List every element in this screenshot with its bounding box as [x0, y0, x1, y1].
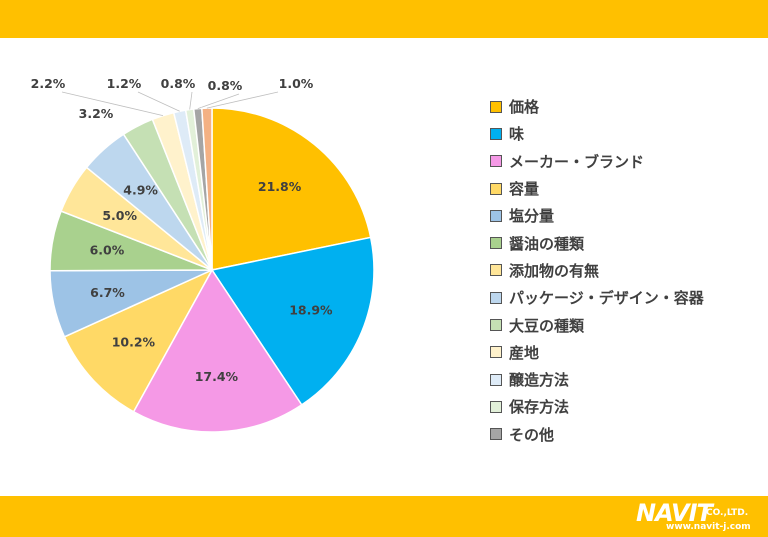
- logo-url: www.navit-j.com: [666, 522, 751, 532]
- legend-item: 醸造方法: [490, 366, 704, 393]
- pie-slice: [132, 268, 303, 433]
- pie-slice: [211, 107, 372, 271]
- legend-label: パッケージ・デザイン・容器: [509, 289, 704, 308]
- legend-swatch: [490, 291, 502, 304]
- slice-data-label: 6.7%: [90, 285, 125, 300]
- slice-data-label: 1.2%: [107, 76, 142, 91]
- legend-item: 大豆の種類: [490, 311, 704, 338]
- legend-item: パッケージ・デザイン・容器: [490, 284, 704, 311]
- legend-item: その他: [490, 421, 704, 448]
- legend-label: メーカー・ブランド: [509, 152, 645, 171]
- legend-item: 保存方法: [490, 393, 704, 420]
- legend-label: 容量: [509, 180, 540, 199]
- slice-data-label: 10.2%: [112, 335, 156, 350]
- leader-line: [206, 91, 279, 109]
- legend-swatch: [490, 264, 502, 277]
- pie-slice: [63, 268, 214, 413]
- legend-label: 塩分量: [509, 207, 555, 226]
- legend-swatch: [490, 319, 502, 332]
- legend-item: メーカー・ブランド: [490, 148, 704, 175]
- slice-data-label: 0.8%: [208, 78, 243, 93]
- legend-label: 醸造方法: [509, 371, 570, 390]
- company-logo: NAVIT CO.,LTD. www.navit-j.com: [636, 500, 762, 534]
- legend-label: 産地: [509, 343, 540, 362]
- slice-data-label: 0.8%: [161, 76, 196, 91]
- leader-line: [137, 91, 180, 112]
- footer-bar: [0, 496, 768, 537]
- pie-chart: 21.8% 18.9% 17.4% 10.2% 6.7% 6.0% 5.0% 4.9% 3.2%…: [31, 76, 375, 433]
- header-bar: [0, 0, 768, 38]
- legend-item: 味: [490, 120, 704, 147]
- slice-data-label: 6.0%: [90, 243, 125, 258]
- legend-label: 添加物の有無: [509, 261, 600, 280]
- legend-swatch: [490, 155, 502, 168]
- legend-swatch: [490, 346, 502, 359]
- legend-label: 価格: [509, 98, 540, 117]
- legend-label: 醤油の種類: [509, 234, 585, 253]
- legend-swatch: [490, 182, 502, 195]
- slice-data-label: 18.9%: [289, 303, 333, 318]
- legend-swatch: [490, 400, 502, 413]
- leader-line: [61, 91, 164, 116]
- slice-data-label: 17.4%: [195, 369, 239, 384]
- legend-item: 容量: [490, 175, 704, 202]
- pie-slice: [210, 236, 375, 406]
- legend-swatch: [490, 373, 502, 386]
- slice-data-label: 4.9%: [123, 182, 158, 197]
- legend-label: 大豆の種類: [509, 316, 585, 335]
- legend-swatch: [490, 127, 502, 140]
- slice-data-label: 21.8%: [258, 179, 302, 194]
- legend-label: 保存方法: [509, 398, 570, 417]
- slice-data-label: 1.0%: [279, 76, 314, 91]
- slice-data-label: 2.2%: [31, 76, 66, 91]
- legend-swatch: [490, 100, 502, 113]
- legend-label: 味: [509, 125, 525, 144]
- legend-label: その他: [509, 425, 555, 444]
- legend-swatch: [490, 428, 502, 441]
- legend-item: 産地: [490, 339, 704, 366]
- logo-company: CO.,LTD.: [706, 508, 749, 518]
- chart-legend: 価格味メーカー・ブランド 容量塩分量醤油の種類添加物の有無パッケージ・デザイン・容…: [490, 93, 704, 448]
- legend-swatch: [490, 237, 502, 250]
- slice-data-label: 5.0%: [102, 208, 137, 223]
- leader-line: [189, 91, 193, 110]
- legend-item: 醤油の種類: [490, 229, 704, 256]
- legend-swatch: [490, 209, 502, 222]
- leader-line: [197, 93, 240, 109]
- logo-brand: NAVIT: [636, 499, 713, 527]
- slice-data-label: 3.2%: [79, 106, 114, 121]
- legend-item: 塩分量: [490, 202, 704, 229]
- legend-item: 添加物の有無: [490, 257, 704, 284]
- legend-item: 価格: [490, 93, 704, 120]
